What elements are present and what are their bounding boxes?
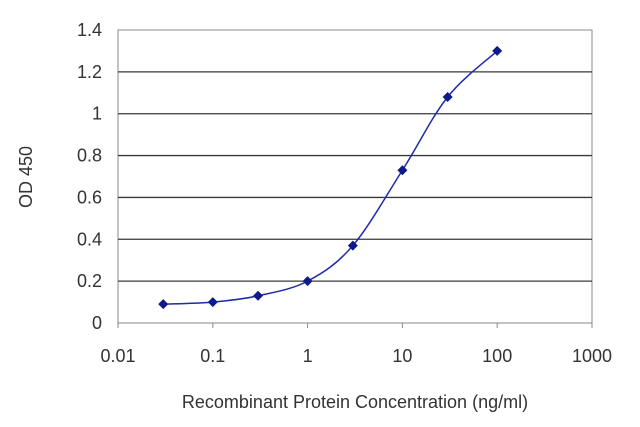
x-tick-label: 10 [392,346,412,366]
grid-lines [118,71,592,282]
data-point [302,276,313,287]
y-tick-label: 0.2 [77,271,102,291]
data-points [158,45,503,310]
y-tick-label: 1.2 [77,62,102,82]
y-tick-label: 1.4 [77,20,102,40]
data-point [207,297,218,308]
x-tick-label: 1 [303,346,313,366]
x-tick-label: 100 [482,346,512,366]
y-tick-label: 0.6 [77,187,102,207]
x-axis-ticks: 0.01 0.1 1 10 100 1000 [100,323,612,366]
y-axis-ticks: 0 0.2 0.4 0.6 0.8 1 1.2 1.4 [77,20,102,333]
data-point [253,290,264,301]
data-point [492,45,503,56]
y-axis-label: OD 450 [16,146,36,208]
data-point [158,299,169,310]
x-tick-label: 0.01 [100,346,135,366]
series-line [163,50,498,305]
y-tick-label: 0 [92,313,102,333]
data-point [442,91,453,102]
y-tick-label: 1 [92,104,102,124]
plot-area [117,29,593,324]
y-tick-label: 0.8 [77,146,102,166]
data-point [347,240,358,251]
x-axis-label: Recombinant Protein Concentration (ng/ml… [182,392,528,412]
y-tick-label: 0.4 [77,229,102,249]
x-tick-label: 0.1 [200,346,225,366]
data-point [397,165,408,176]
x-tick-label: 1000 [572,346,612,366]
